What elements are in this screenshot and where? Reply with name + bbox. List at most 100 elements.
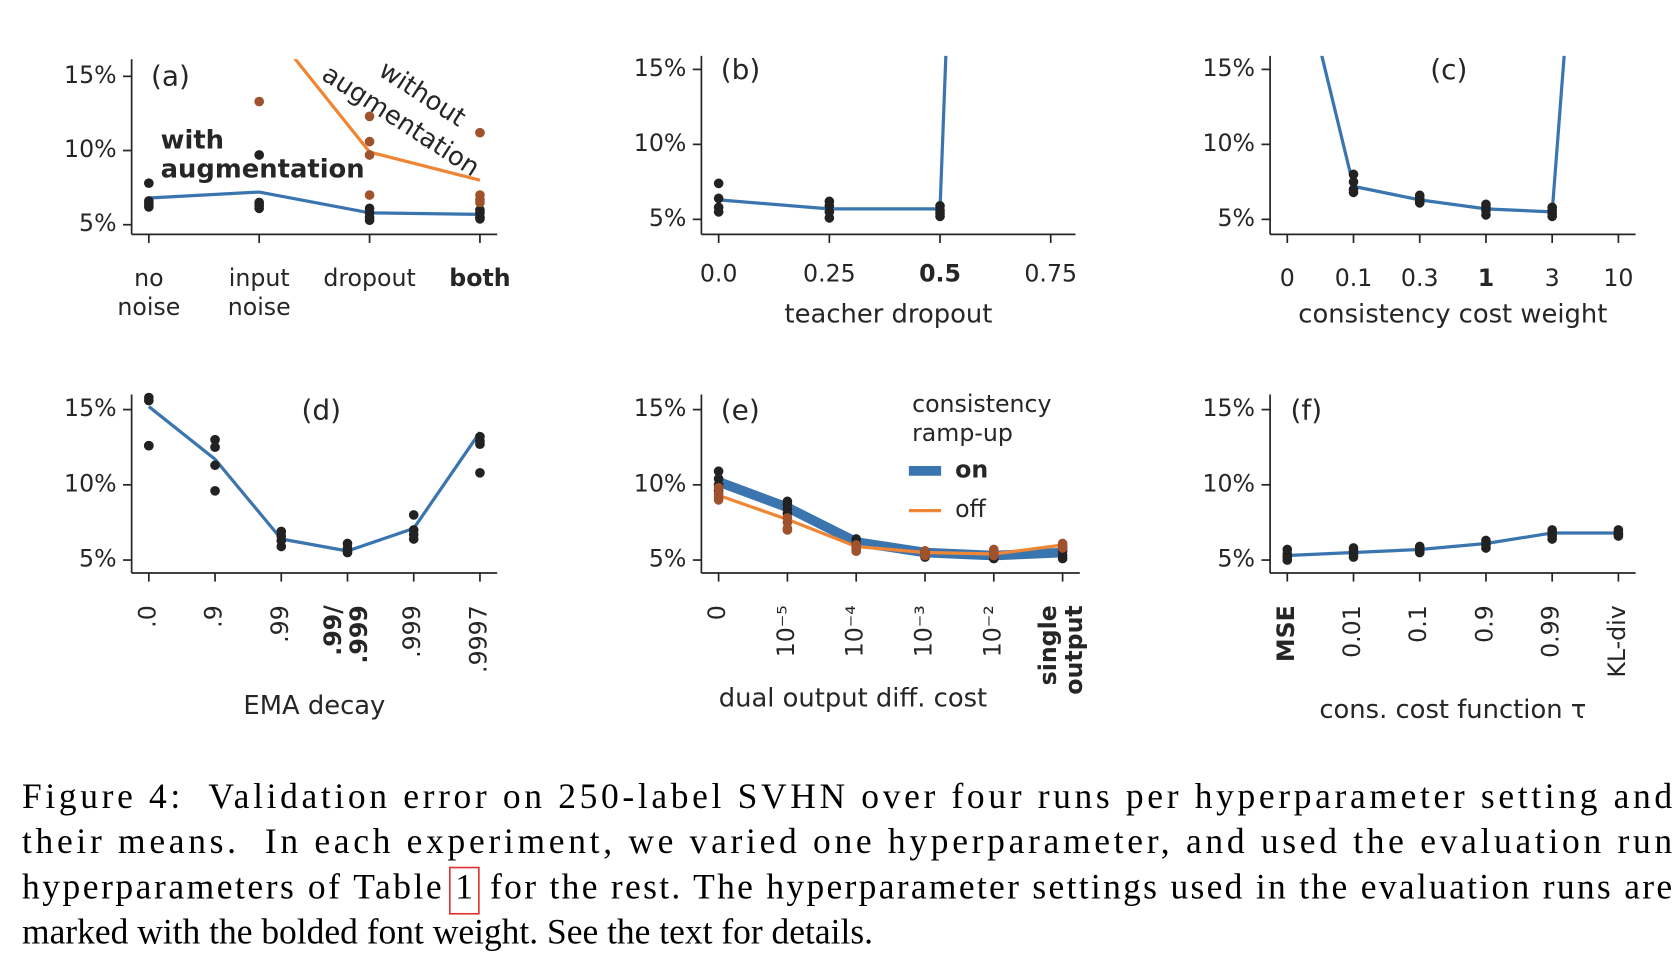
x-tick-label: dropout — [323, 264, 415, 292]
run-point — [143, 178, 154, 189]
y-tick-label: 5% — [1218, 545, 1256, 573]
x-tick-label: no — [134, 264, 163, 292]
x-axis-label: EMA decay — [243, 691, 385, 721]
y-tick-label: 5% — [649, 204, 687, 232]
x-tick-label: .999 — [345, 605, 373, 663]
run-point — [935, 211, 945, 222]
caption-line: their means. In each experiment, we vari… — [22, 821, 1672, 861]
x-tick-label: 0.1 — [1335, 264, 1373, 292]
x-tick-label: input — [229, 264, 290, 292]
y-tick-label: 10% — [1202, 469, 1255, 497]
run-point — [1613, 531, 1624, 541]
run-point — [210, 442, 220, 453]
run-point — [1348, 177, 1359, 187]
x-tick-label: MSE — [1272, 605, 1300, 662]
run-point — [475, 197, 485, 208]
run-point — [713, 178, 724, 189]
y-tick-label: 5% — [79, 545, 117, 573]
run-point — [210, 485, 220, 496]
x-tick-label: .999 — [398, 605, 426, 658]
y-tick-label: 5% — [1218, 204, 1256, 232]
series-line — [718, 493, 1063, 556]
run-point — [143, 440, 154, 451]
run-point — [1547, 534, 1558, 544]
y-tick-label: 15% — [634, 394, 687, 422]
run-point — [276, 541, 287, 552]
y-tick-label: 10% — [64, 135, 117, 163]
run-point — [254, 96, 265, 107]
legend-label: on — [955, 455, 988, 483]
x-tick-label: 0.3 — [1401, 264, 1439, 292]
run-point — [342, 547, 353, 558]
x-tick-label: 0.01 — [1338, 605, 1366, 658]
series-line — [148, 190, 480, 216]
x-tick-label: 0.25 — [803, 260, 856, 288]
y-tick-label: 15% — [1202, 54, 1255, 82]
run-point — [143, 395, 154, 406]
series-line — [716, 477, 1063, 561]
y-tick-label: 5% — [649, 545, 687, 573]
run-point — [713, 495, 724, 505]
y-tick-label: 5% — [79, 209, 117, 237]
x-tick-label: .99/ — [319, 605, 347, 656]
panel-label: (c) — [1430, 53, 1467, 86]
run-point — [475, 467, 485, 478]
run-point — [408, 534, 419, 544]
run-point — [713, 207, 724, 217]
reference-box — [449, 866, 480, 915]
legend-label: off — [955, 495, 986, 523]
run-point — [364, 190, 375, 200]
series-annotation: with — [161, 125, 224, 155]
caption-line: Figure 4: Validation error on 250-label … — [22, 776, 1672, 816]
panel-label: (a) — [151, 59, 190, 92]
run-point — [475, 439, 485, 450]
run-point — [254, 203, 265, 214]
y-tick-label: 15% — [64, 394, 117, 422]
run-point — [824, 213, 835, 223]
legend-title: consistency — [912, 390, 1051, 418]
run-point — [1481, 543, 1491, 553]
x-tick-label: .0 — [133, 605, 161, 628]
x-axis-label: teacher dropout — [785, 299, 993, 329]
run-point — [851, 546, 862, 556]
run-point — [1348, 552, 1359, 562]
run-point — [782, 525, 793, 535]
x-tick-label: 10 — [1603, 264, 1633, 292]
run-point — [475, 213, 485, 224]
x-tick-label: 3 — [1545, 264, 1560, 292]
x-tick-label: 10⁻⁴ — [841, 605, 869, 657]
y-tick-label: 15% — [634, 54, 687, 82]
run-point — [1057, 553, 1068, 564]
x-tick-label: .9997 — [464, 605, 492, 673]
y-tick-label: 10% — [634, 129, 687, 157]
x-axis-label: dual output diff. cost — [719, 683, 987, 713]
x-tick-label: .99 — [266, 605, 294, 643]
x-tick-label: 0.99 — [1537, 605, 1565, 658]
caption-line: marked with the bolded font weight. See … — [22, 911, 873, 951]
run-point — [364, 111, 375, 122]
x-tick-label: 0.9 — [1470, 605, 1498, 643]
caption-line: for the rest. The hyperparameter setting… — [479, 866, 1672, 906]
x-tick-label: single — [1034, 605, 1062, 685]
legend-title: ramp-up — [912, 419, 1013, 447]
x-tick-label: 10⁻³ — [910, 605, 938, 657]
series-annotation: augmentation — [161, 154, 365, 184]
run-point — [475, 127, 485, 138]
run-point — [1481, 210, 1491, 220]
x-axis-label: consistency cost weight — [1298, 299, 1607, 329]
panel-label: (b) — [721, 53, 761, 86]
y-tick-label: 15% — [64, 61, 117, 89]
x-tick-label: 0 — [1280, 264, 1295, 292]
x-tick-label: 0.0 — [700, 260, 738, 288]
x-tick-label: noise — [228, 293, 291, 321]
run-point — [1057, 543, 1068, 553]
y-tick-label: 10% — [64, 469, 117, 497]
run-point — [364, 136, 375, 147]
run-point — [210, 460, 220, 471]
y-tick-label: 10% — [634, 469, 687, 497]
run-point — [713, 193, 724, 204]
series-line — [1320, 55, 1566, 214]
x-tick-label: output — [1060, 605, 1088, 694]
table-reference[interactable]: 1 — [455, 866, 473, 906]
